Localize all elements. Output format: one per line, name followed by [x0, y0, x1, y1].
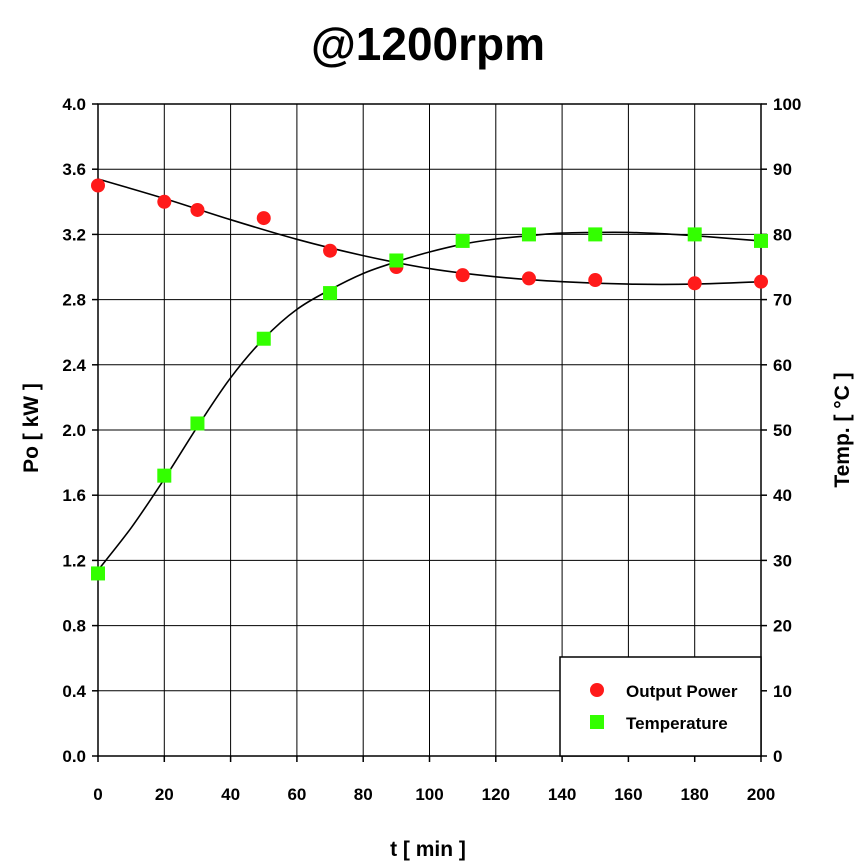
x-tick-label: 80 [354, 785, 373, 804]
y-axis-right: 0 10 20 30 40 50 60 70 80 90 100 [761, 95, 801, 766]
y-left-tick-label: 3.2 [62, 225, 86, 244]
point-temperature [157, 468, 172, 483]
y-right-tick-label: 60 [773, 356, 792, 375]
chart-title: @1200rpm [311, 18, 545, 70]
y-right-tick-label: 40 [773, 486, 792, 505]
y-axis-right-label: Temp. [ °C ] [831, 372, 854, 487]
trend-lines [97, 178, 762, 571]
y-right-tick-label: 0 [773, 747, 782, 766]
x-axis-label: t [ min ] [390, 838, 466, 861]
y-right-tick-label: 50 [773, 421, 792, 440]
point-output-power [323, 243, 338, 258]
point-temperature [521, 227, 536, 242]
y-left-tick-label: 3.6 [62, 160, 86, 179]
y-left-tick-label: 0.8 [62, 617, 86, 636]
data-markers [91, 178, 768, 581]
y-left-tick-label: 1.6 [62, 486, 86, 505]
point-output-power [687, 276, 702, 291]
x-tick-label: 140 [548, 785, 576, 804]
x-tick-label: 60 [287, 785, 306, 804]
legend-marker-output-power [590, 683, 604, 697]
point-temperature [91, 566, 105, 581]
x-tick-label: 160 [614, 785, 642, 804]
legend: Output Power Temperature [559, 656, 762, 757]
x-axis: 0 20 40 60 80 100 120 140 160 180 200 [93, 756, 775, 804]
point-temperature [588, 227, 603, 242]
y-right-tick-label: 10 [773, 682, 792, 701]
point-output-power [588, 273, 603, 288]
point-temperature [754, 233, 768, 248]
point-temperature [256, 331, 271, 346]
x-tick-label: 20 [155, 785, 174, 804]
point-temperature [190, 416, 205, 431]
y-right-tick-label: 100 [773, 95, 801, 114]
x-tick-label: 0 [93, 785, 102, 804]
point-output-power [157, 194, 172, 209]
legend-marker-temperature [590, 715, 604, 729]
y-left-tick-label: 2.4 [62, 356, 86, 375]
x-tick-label: 200 [747, 785, 775, 804]
point-output-power [521, 271, 536, 286]
point-output-power [455, 268, 470, 283]
point-temperature [389, 253, 404, 268]
x-tick-label: 180 [681, 785, 709, 804]
legend-label-temperature: Temperature [626, 714, 728, 733]
point-output-power [190, 202, 205, 217]
legend-label-output-power: Output Power [626, 682, 738, 701]
x-tick-label: 40 [221, 785, 240, 804]
y-right-tick-label: 70 [773, 291, 792, 310]
point-temperature [323, 286, 338, 301]
point-temperature [687, 227, 702, 242]
y-left-tick-label: 2.8 [62, 291, 86, 310]
point-output-power [91, 178, 105, 193]
y-right-tick-label: 80 [773, 225, 792, 244]
point-temperature [455, 233, 470, 248]
y-left-tick-label: 2.0 [62, 421, 86, 440]
y-axis-left-label: Po [ kW ] [20, 383, 43, 473]
y-left-tick-label: 0.4 [62, 682, 86, 701]
trend-line-output-power [97, 178, 762, 286]
y-right-tick-label: 90 [773, 160, 792, 179]
x-tick-label: 100 [415, 785, 443, 804]
y-right-tick-label: 30 [773, 551, 792, 570]
y-left-tick-label: 0.0 [62, 747, 86, 766]
y-axis-left: 0.0 0.4 0.8 1.2 1.6 2.0 2.4 2.8 3.2 3.6 4.0 [62, 95, 98, 766]
trend-line-temperature [97, 231, 762, 571]
point-output-power [256, 211, 271, 226]
point-output-power [754, 274, 768, 289]
x-tick-label: 120 [482, 785, 510, 804]
y-left-tick-label: 4.0 [62, 95, 86, 114]
y-left-tick-label: 1.2 [62, 551, 86, 570]
y-right-tick-label: 20 [773, 617, 792, 636]
legend-box [559, 656, 762, 757]
